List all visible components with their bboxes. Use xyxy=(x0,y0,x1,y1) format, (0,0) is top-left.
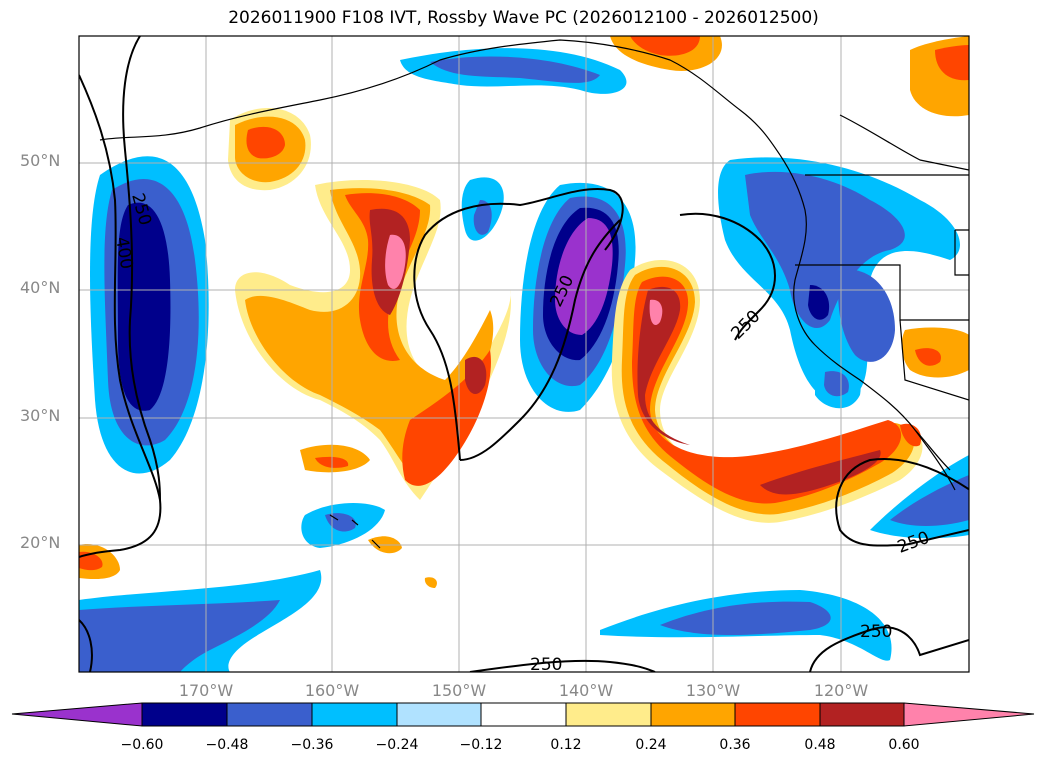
colorbar-tick-label: 0.60 xyxy=(888,737,920,753)
contour-label: 250 xyxy=(530,655,562,675)
colorbar-segment xyxy=(11,702,143,727)
colorbar-tick-label: −0.36 xyxy=(290,737,334,753)
lat-label: 50°N xyxy=(20,151,61,170)
colorbar-segment xyxy=(480,702,567,727)
colorbar-segment xyxy=(734,702,821,727)
negative-anomaly-west xyxy=(90,156,209,474)
map-frame xyxy=(78,35,970,673)
colorbar-segment xyxy=(311,702,398,727)
lon-label: 140°W xyxy=(558,681,614,700)
positive-anomaly-northwest xyxy=(228,108,311,191)
colorbar-tick-label: 0.48 xyxy=(804,737,836,753)
coastlines xyxy=(99,39,969,549)
negative-anomaly-south xyxy=(79,503,892,672)
lon-label: 120°W xyxy=(813,681,869,700)
contour-label: 250 xyxy=(860,622,892,642)
colorbar-tick-label: 0.24 xyxy=(635,737,667,753)
lon-label: 150°W xyxy=(431,681,487,700)
colorbar-tick-label: −0.48 xyxy=(205,737,249,753)
lat-label: 20°N xyxy=(20,533,61,552)
colorbar-segment xyxy=(903,702,1035,727)
colorbar-segment xyxy=(819,702,905,727)
colorbar-segment xyxy=(650,702,736,727)
graticule xyxy=(79,36,969,672)
colorbar-tick-label: −0.24 xyxy=(375,737,419,753)
negative-anomaly-northeast xyxy=(718,157,960,409)
colorbar-tick-label: −0.60 xyxy=(120,737,164,753)
colorbar-tick-label: 0.12 xyxy=(550,737,582,753)
contour-lines xyxy=(79,36,969,672)
map-title: 2026011900 F108 IVT, Rossby Wave PC (202… xyxy=(228,8,819,28)
colorbar-tick-label: 0.36 xyxy=(719,737,751,753)
colorbar xyxy=(11,702,1035,727)
lon-label: 130°W xyxy=(685,681,741,700)
lat-label: 30°N xyxy=(20,406,61,425)
colorbar-tick-label: −0.12 xyxy=(459,737,503,753)
lon-label: 170°W xyxy=(178,681,234,700)
lat-label: 40°N xyxy=(20,278,61,297)
colorbar-segment xyxy=(565,702,652,727)
lon-label: 160°W xyxy=(304,681,360,700)
colorbar-segment xyxy=(396,702,482,727)
colorbar-segment xyxy=(141,702,228,727)
colorbar-segment xyxy=(226,702,313,727)
